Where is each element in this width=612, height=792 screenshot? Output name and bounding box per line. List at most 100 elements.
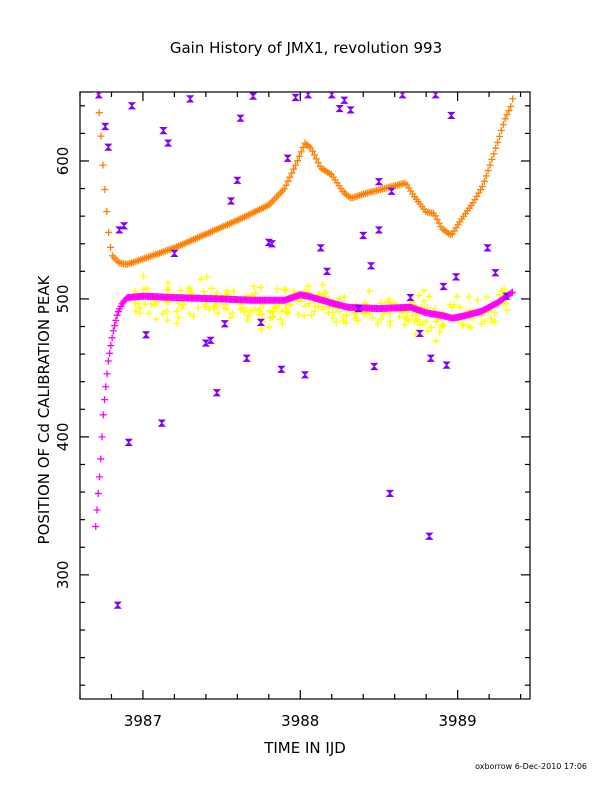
data-point xyxy=(210,303,218,311)
data-point xyxy=(163,316,171,324)
data-point xyxy=(336,295,344,303)
data-point xyxy=(197,275,205,283)
data-point xyxy=(151,301,159,309)
data-point xyxy=(310,151,318,159)
data-point xyxy=(281,285,289,293)
outlier-point xyxy=(406,293,415,302)
outlier-point xyxy=(283,154,292,162)
plot-area xyxy=(92,92,517,609)
data-point xyxy=(93,92,101,96)
data-point xyxy=(440,321,448,329)
data-point xyxy=(484,167,492,175)
data-point xyxy=(453,292,461,300)
data-point xyxy=(97,455,105,463)
data-point xyxy=(99,161,107,169)
data-point xyxy=(101,185,109,193)
data-point xyxy=(278,320,286,328)
data-point xyxy=(301,302,309,310)
data-point xyxy=(435,219,443,227)
credit-line: oxborrow 6-Dec-2010 17:06 xyxy=(475,762,587,771)
data-point xyxy=(282,181,290,189)
data-point xyxy=(266,307,274,315)
data-point xyxy=(112,316,120,324)
data-point xyxy=(274,285,282,293)
data-point xyxy=(143,284,151,292)
data-point xyxy=(464,322,472,330)
data-point xyxy=(450,301,458,309)
outlier-point xyxy=(201,339,211,347)
data-point xyxy=(186,286,194,294)
data-point xyxy=(386,321,394,329)
data-point xyxy=(109,327,117,335)
series-0 xyxy=(93,92,517,268)
data-point xyxy=(501,115,509,123)
data-point xyxy=(490,150,498,158)
data-point xyxy=(101,396,109,404)
data-point xyxy=(276,315,284,323)
data-point xyxy=(495,132,503,140)
outlier-point xyxy=(316,244,325,252)
data-point xyxy=(335,308,343,316)
data-point xyxy=(269,312,277,320)
outlier-point xyxy=(220,320,229,328)
data-point xyxy=(497,127,505,135)
data-point xyxy=(486,161,494,169)
x-tick-label: 3989 xyxy=(439,712,477,730)
data-point xyxy=(491,317,499,325)
data-point xyxy=(499,121,507,129)
data-point xyxy=(503,111,511,119)
data-point xyxy=(179,300,187,308)
data-point xyxy=(312,155,320,163)
data-point xyxy=(243,316,251,324)
data-point xyxy=(340,293,348,301)
data-point xyxy=(478,182,486,190)
series-3 xyxy=(94,92,511,609)
outlier-point xyxy=(447,111,456,120)
outlier-point xyxy=(233,176,242,184)
data-point xyxy=(194,304,202,312)
data-point xyxy=(420,286,428,294)
x-axis-label: TIME IN IJD xyxy=(263,739,346,757)
outlier-point xyxy=(483,244,492,252)
outlier-point xyxy=(124,438,133,447)
data-point xyxy=(439,321,447,329)
data-point xyxy=(140,272,148,280)
data-point xyxy=(99,411,107,419)
data-point xyxy=(293,157,301,165)
data-point xyxy=(342,319,350,327)
data-point xyxy=(223,286,231,294)
data-point xyxy=(300,312,308,320)
data-point xyxy=(314,159,322,167)
outlier-point xyxy=(141,331,151,339)
data-point xyxy=(213,302,221,310)
data-point xyxy=(96,473,104,481)
data-point xyxy=(415,291,423,299)
data-point xyxy=(307,311,315,319)
data-point xyxy=(186,310,194,318)
data-point xyxy=(507,102,515,110)
outlier-point xyxy=(170,249,179,258)
data-point xyxy=(508,288,516,296)
y-tick-label: 600 xyxy=(54,147,72,176)
y-tick-label: 300 xyxy=(54,561,72,590)
data-point xyxy=(131,300,139,308)
outlier-point xyxy=(113,601,122,609)
data-point xyxy=(377,315,385,323)
plot-frame xyxy=(79,91,531,700)
data-point xyxy=(432,337,440,345)
outlier-point xyxy=(398,92,407,99)
data-point xyxy=(396,312,404,320)
data-point xyxy=(286,173,294,181)
data-point xyxy=(305,300,313,308)
data-point xyxy=(420,297,428,305)
data-point xyxy=(280,185,288,193)
data-point xyxy=(208,284,216,292)
data-point xyxy=(483,293,491,301)
data-point xyxy=(205,305,213,313)
data-point xyxy=(92,523,100,531)
y-tick-label: 500 xyxy=(54,285,72,314)
data-point xyxy=(321,289,329,297)
data-point xyxy=(145,310,153,318)
data-point xyxy=(173,319,181,327)
